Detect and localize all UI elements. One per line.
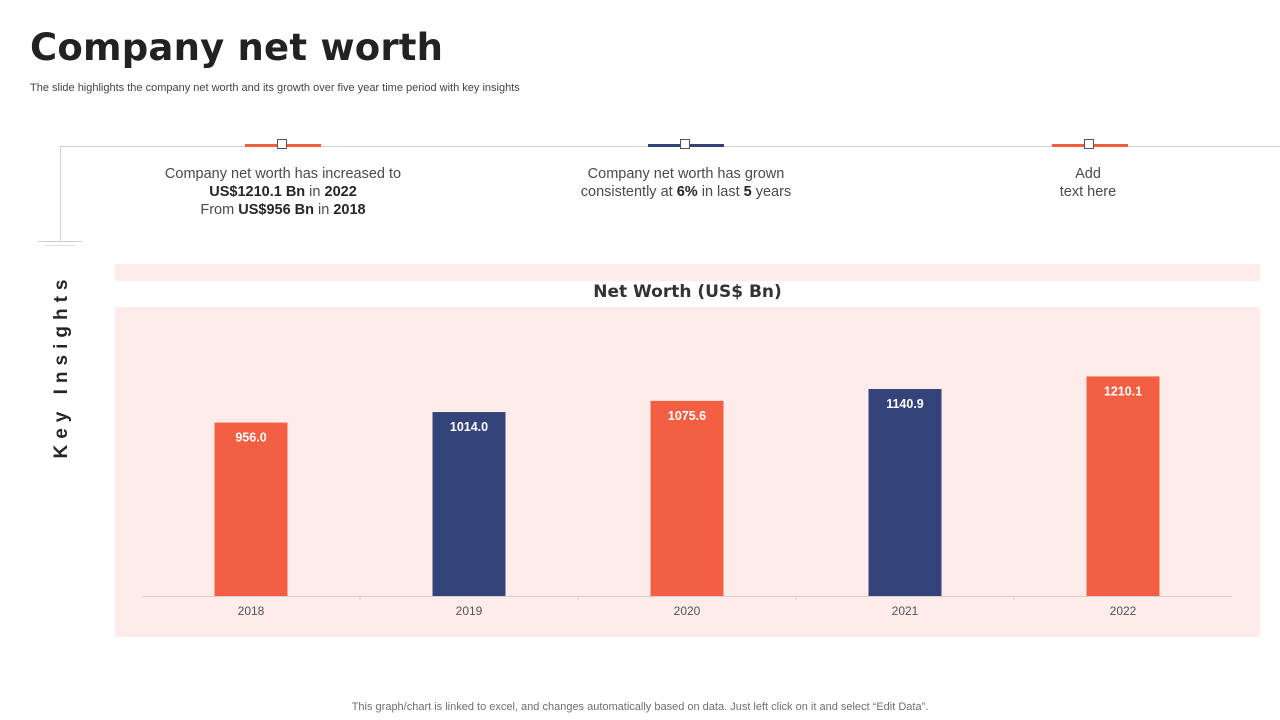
data-label-2019: 1014.0: [450, 420, 488, 434]
data-label-2018: 956.0: [235, 431, 266, 445]
insight-2: Company net worth has grown consistently…: [536, 165, 836, 201]
insight-3-line-1: Add: [1075, 166, 1101, 182]
marker-square-icon: [1084, 139, 1094, 149]
insight-marker-1: [245, 139, 321, 149]
x-tick-label-2021: 2021: [892, 604, 919, 618]
insight-1-line-3: From US$956 Bn in 2018: [200, 202, 366, 218]
bar-2021: [868, 389, 942, 596]
insight-1-line-1: Company net worth has increased to: [164, 166, 402, 182]
insight-2-line-2: consistently at 6% in last 5 years: [580, 184, 792, 200]
timeline-foot-shadow: [44, 245, 76, 246]
page-title: Company net worth: [30, 26, 444, 69]
footnote: This graph/chart is linked to excel, and…: [351, 701, 929, 713]
timeline-vertical-line: [60, 146, 61, 242]
bar-2018: [214, 422, 288, 596]
insight-1-start-value: US$956 Bn: [238, 202, 314, 218]
insight-2-rate: 6%: [676, 184, 698, 200]
chart-labels: 956.0 2018 1014.0 2019 1075.6 2020 1140.9 2021 1…: [235, 384, 1142, 618]
data-label-2021: 1140.9: [886, 397, 924, 411]
insight-3: Add text here: [938, 165, 1238, 201]
x-tick-label-2019: 2019: [456, 604, 483, 618]
insight-3-line-2: text here: [1059, 184, 1117, 200]
bar-2022: [1086, 376, 1160, 596]
timeline-line: [60, 146, 1280, 147]
insight-1: Company net worth has increased to US$12…: [133, 165, 433, 219]
x-tick-label-2018: 2018: [238, 604, 265, 618]
insight-marker-2: [648, 139, 724, 149]
insight-2-line-1: Company net worth has grown: [587, 166, 785, 182]
insight-1-line-2: US$1210.1 Bn in 2022: [209, 184, 357, 200]
marker-square-icon: [277, 139, 287, 149]
timeline-foot: [38, 241, 82, 242]
insight-1-start-year: 2018: [333, 202, 366, 218]
marker-square-icon: [680, 139, 690, 149]
chart-axis: [142, 596, 1232, 600]
insight-1-year: 2022: [324, 184, 357, 200]
chart-title: Net Worth (US$ Bn): [593, 282, 782, 302]
data-label-2020: 1075.6: [668, 409, 706, 423]
bar-2020: [650, 400, 724, 596]
x-tick-label-2020: 2020: [674, 604, 701, 618]
bar-2019: [432, 412, 506, 596]
insight-marker-3: [1052, 139, 1128, 149]
data-label-2022: 1210.1: [1104, 384, 1142, 398]
chart-bars: [214, 376, 1160, 596]
x-tick-label-2022: 2022: [1110, 604, 1137, 618]
insight-1-value: US$1210.1 Bn: [209, 184, 306, 200]
chart-top-band: [115, 264, 1260, 281]
page-subtitle: The slide highlights the company net wor…: [30, 82, 520, 94]
insight-2-years: 5: [743, 184, 752, 200]
